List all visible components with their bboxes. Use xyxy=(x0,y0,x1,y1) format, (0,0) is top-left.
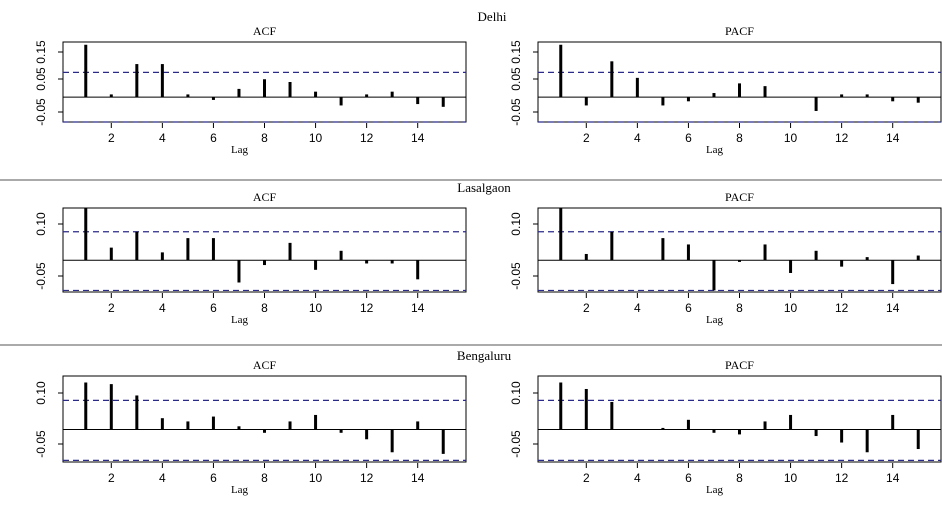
x-tick-label: 4 xyxy=(159,471,166,485)
x-tick-label: 12 xyxy=(835,131,849,145)
x-tick-label: 10 xyxy=(309,471,323,485)
x-tick-label: 12 xyxy=(360,301,374,315)
plot-frame xyxy=(537,207,942,293)
x-tick-label: 10 xyxy=(784,131,798,145)
x-tick-label: 12 xyxy=(360,131,374,145)
plot-panel-lasalgaon-acf: ACF 2 4 6 8 10 12 14 Lag -0.05 0.10 xyxy=(34,190,467,326)
x-tick-label: 8 xyxy=(261,301,268,315)
x-tick-label: 6 xyxy=(685,131,692,145)
panel-title: ACF xyxy=(253,358,277,372)
y-tick-label: -0.05 xyxy=(509,262,523,290)
x-axis-label: Lag xyxy=(231,484,249,496)
x-tick-label: 8 xyxy=(261,131,268,145)
x-tick-label: 12 xyxy=(835,301,849,315)
x-tick-label: 6 xyxy=(685,301,692,315)
region-title-delhi: Delhi xyxy=(478,9,507,24)
x-tick-label: 10 xyxy=(784,471,798,485)
x-tick-label: 2 xyxy=(108,301,115,315)
panel-title: ACF xyxy=(253,190,277,204)
plot-panel-bengaluru-acf: ACF 2 4 6 8 10 12 14 Lag -0.05 0.10 xyxy=(34,358,467,496)
y-tick-label: 0.05 xyxy=(509,67,523,91)
y-tick-label: 0.10 xyxy=(34,212,48,236)
x-tick-label: 2 xyxy=(108,131,115,145)
x-tick-label: 2 xyxy=(583,301,590,315)
y-tick-label: 0.10 xyxy=(509,381,523,405)
plot-frame xyxy=(537,41,942,123)
x-tick-label: 14 xyxy=(411,131,425,145)
panel-title: PACF xyxy=(725,24,754,38)
x-tick-label: 2 xyxy=(583,131,590,145)
x-tick-label: 6 xyxy=(685,471,692,485)
x-tick-label: 14 xyxy=(886,471,900,485)
y-tick-label: -0.05 xyxy=(34,430,48,458)
plot-panel-bengaluru-pacf: PACF 2 4 6 8 10 12 14 Lag -0.05 0.10 xyxy=(509,358,942,496)
x-tick-label: 4 xyxy=(634,301,641,315)
y-tick-label: -0.05 xyxy=(509,430,523,458)
x-tick-label: 10 xyxy=(309,301,323,315)
x-axis-label: Lag xyxy=(231,144,249,156)
x-tick-label: 4 xyxy=(159,301,166,315)
x-tick-label: 4 xyxy=(159,131,166,145)
x-tick-label: 8 xyxy=(736,301,743,315)
panel-title: PACF xyxy=(725,190,754,204)
plot-frame xyxy=(537,375,942,463)
x-axis-label: Lag xyxy=(706,484,724,496)
y-tick-label: -0.05 xyxy=(34,262,48,290)
plot-panel-delhi-pacf: PACF 2 4 6 8 10 12 14 Lag -0.05 0.05 0.15 xyxy=(509,24,942,156)
x-tick-label: 14 xyxy=(886,301,900,315)
x-tick-label: 6 xyxy=(210,131,217,145)
plot-panel-lasalgaon-pacf: PACF 2 4 6 8 10 12 14 Lag -0.05 0.10 xyxy=(509,190,942,326)
x-tick-label: 6 xyxy=(210,471,217,485)
panel-title: ACF xyxy=(253,24,277,38)
y-tick-label: -0.05 xyxy=(34,98,48,126)
region-title-lasalgaon: Lasalgaon xyxy=(457,180,511,195)
x-tick-label: 14 xyxy=(411,301,425,315)
x-tick-label: 6 xyxy=(210,301,217,315)
x-axis-label: Lag xyxy=(231,314,249,326)
x-axis-label: Lag xyxy=(706,314,724,326)
plot-frame xyxy=(62,375,467,463)
panel-title: PACF xyxy=(725,358,754,372)
x-tick-label: 2 xyxy=(583,471,590,485)
x-tick-label: 12 xyxy=(360,471,374,485)
x-tick-label: 4 xyxy=(634,131,641,145)
x-tick-label: 8 xyxy=(261,471,268,485)
x-axis-label: Lag xyxy=(706,144,724,156)
x-tick-label: 12 xyxy=(835,471,849,485)
x-tick-label: 8 xyxy=(736,471,743,485)
y-tick-label: 0.15 xyxy=(34,40,48,64)
x-tick-label: 4 xyxy=(634,471,641,485)
plot-frame xyxy=(62,207,467,293)
x-tick-label: 14 xyxy=(411,471,425,485)
x-tick-label: 10 xyxy=(784,301,798,315)
x-tick-label: 8 xyxy=(736,131,743,145)
y-tick-label: 0.05 xyxy=(34,67,48,91)
y-tick-label: 0.10 xyxy=(509,212,523,236)
x-tick-label: 14 xyxy=(886,131,900,145)
y-tick-label: 0.10 xyxy=(34,381,48,405)
y-tick-label: -0.05 xyxy=(509,98,523,126)
y-tick-label: 0.15 xyxy=(509,40,523,64)
x-tick-label: 10 xyxy=(309,131,323,145)
region-title-bengaluru: Bengaluru xyxy=(457,348,512,363)
x-tick-label: 2 xyxy=(108,471,115,485)
plot-panel-delhi-acf: ACF 2 4 6 8 10 12 14 Lag -0.05 0.05 0.15 xyxy=(34,24,467,156)
